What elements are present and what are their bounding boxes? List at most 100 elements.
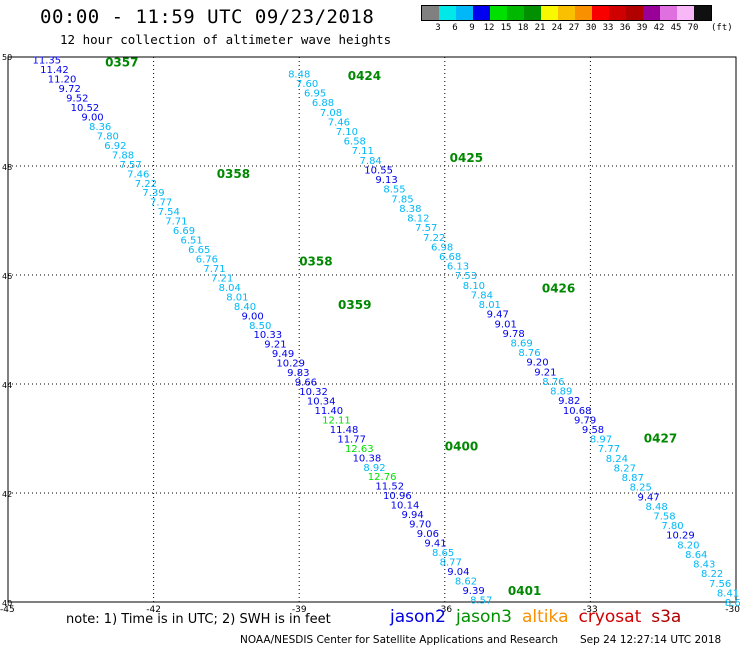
pass-time-label: 0400 bbox=[445, 440, 478, 454]
wave-height-value: 8.77 bbox=[440, 557, 462, 568]
wave-height-value: 8.27 bbox=[614, 463, 636, 474]
legend-swatch-8 bbox=[558, 6, 575, 20]
wave-height-value: 7.58 bbox=[653, 511, 675, 522]
wave-height-value: 7.57 bbox=[415, 223, 437, 234]
satellite-legend: jason2 jason3 altika cryosat s3a bbox=[390, 607, 691, 627]
legend-unit: (ft) bbox=[711, 23, 733, 33]
wave-height-value: 9.39 bbox=[462, 586, 484, 597]
wave-height-value: 7.88 bbox=[112, 150, 134, 161]
wave-height-value: 7.11 bbox=[352, 146, 374, 157]
wave-height-value: 11.48 bbox=[330, 425, 359, 436]
lon-tick-label: -39 bbox=[292, 605, 307, 615]
wave-height-value: 6.58 bbox=[344, 137, 366, 148]
wave-height-value: 8.48 bbox=[288, 69, 310, 80]
credit-line: NOAA/NESDIS Center for Satellite Applica… bbox=[240, 634, 558, 646]
wave-height-value: 10.68 bbox=[563, 406, 592, 417]
satellite-s3a: s3a bbox=[651, 607, 682, 627]
legend-swatch-15 bbox=[677, 6, 694, 20]
satellite-jason3: jason3 bbox=[456, 607, 512, 627]
wave-height-value: 7.57 bbox=[120, 160, 142, 171]
wave-height-value: 7.84 bbox=[471, 290, 493, 301]
wave-height-value: 8.01 bbox=[479, 300, 501, 311]
legend-swatch-14 bbox=[660, 6, 677, 20]
wave-height-value: 8.38 bbox=[399, 204, 421, 215]
legend-swatches bbox=[421, 5, 712, 21]
legend-tick: 24 bbox=[551, 23, 563, 33]
wave-height-value: 10.38 bbox=[353, 453, 382, 464]
legend-swatch-7 bbox=[541, 6, 558, 20]
wave-height-value: 11.42 bbox=[40, 65, 69, 76]
wave-height-value: 11.52 bbox=[375, 482, 404, 493]
wave-height-value: 9.58 bbox=[582, 425, 604, 436]
pass-time-label: 0358 bbox=[299, 254, 332, 268]
pass-time-label: 0359 bbox=[338, 298, 371, 312]
wave-height-value: 6.69 bbox=[173, 226, 195, 237]
lat-tick-label: 40 bbox=[2, 599, 12, 608]
legend-tick: 30 bbox=[585, 23, 597, 33]
wave-height-value: 12.11 bbox=[322, 415, 351, 426]
wave-height-value: 9.83 bbox=[287, 368, 309, 379]
wave-height-value: 8.97 bbox=[590, 435, 612, 446]
wave-height-value: 8.50 bbox=[249, 321, 271, 332]
legend-tick: 42 bbox=[653, 23, 665, 33]
wave-height-value: 12.63 bbox=[345, 444, 374, 455]
wave-height-value: 11.20 bbox=[48, 75, 77, 86]
wave-height-value: 6.65 bbox=[188, 245, 210, 256]
wave-height-value: 9.79 bbox=[574, 415, 596, 426]
legend-tick: 15 bbox=[500, 23, 512, 33]
wave-height-value: 6.92 bbox=[104, 141, 126, 152]
wave-height-value: 12.76 bbox=[368, 472, 397, 483]
wave-height-value: 8.55 bbox=[383, 185, 405, 196]
wave-height-value: 8.64 bbox=[685, 550, 707, 561]
wave-height-value: 9.00 bbox=[81, 113, 103, 124]
wave-height-value: 9.01 bbox=[495, 319, 517, 330]
wave-height-value: 10.14 bbox=[391, 501, 420, 512]
wave-height-value: 7.71 bbox=[165, 217, 187, 228]
footer-note: note: 1) Time is in UTC; 2) SWH is in fe… bbox=[66, 612, 331, 627]
satellite-altika: altika bbox=[522, 607, 569, 627]
wave-height-value: 7.56 bbox=[709, 579, 731, 590]
legend-tick: 18 bbox=[517, 23, 529, 33]
legend-swatch-5 bbox=[507, 6, 524, 20]
lon-tick-label: -30 bbox=[725, 605, 740, 615]
wave-height-value: 8.87 bbox=[622, 473, 644, 484]
wave-height-value: 6.68 bbox=[439, 252, 461, 263]
legend-tick: 27 bbox=[568, 23, 580, 33]
pass-time-label: 0427 bbox=[644, 432, 677, 446]
wave-height-value: 8.40 bbox=[234, 302, 256, 313]
legend-tick: 6 bbox=[452, 23, 458, 33]
pass-time-label: 0424 bbox=[348, 69, 381, 83]
wave-height-value: 9.94 bbox=[401, 510, 423, 521]
wave-height-value: 8.69 bbox=[510, 338, 532, 349]
wave-height-value: 11.35 bbox=[33, 56, 62, 67]
wave-height-value: 8.12 bbox=[407, 214, 429, 225]
wave-height-value: 8.66 bbox=[725, 598, 740, 609]
wave-height-value: 8.92 bbox=[363, 463, 385, 474]
wave-height-value: 8.76 bbox=[518, 348, 540, 359]
wave-height-value: 8.89 bbox=[550, 387, 572, 398]
map-frame bbox=[7, 56, 737, 603]
wave-height-value: 7.46 bbox=[127, 169, 149, 180]
wave-height-value: 7.85 bbox=[391, 194, 413, 205]
wave-height-value: 8.65 bbox=[432, 548, 454, 559]
wave-height-value: 7.08 bbox=[320, 108, 342, 119]
legend-tick: 21 bbox=[534, 23, 546, 33]
wave-height-value: 6.51 bbox=[180, 236, 202, 247]
wave-height-value: 10.96 bbox=[383, 491, 412, 502]
lon-tick-label: -42 bbox=[146, 605, 161, 615]
wave-height-value: 8.36 bbox=[89, 122, 111, 133]
legend-tick: 9 bbox=[469, 23, 475, 33]
wave-height-value: 6.88 bbox=[312, 98, 334, 109]
wave-height-value: 8.62 bbox=[455, 576, 477, 587]
wave-height-value: 7.60 bbox=[296, 79, 318, 90]
wave-height-value: 9.47 bbox=[638, 492, 660, 503]
wave-height-value: 9.66 bbox=[295, 378, 317, 389]
legend-swatch-10 bbox=[592, 6, 609, 20]
wave-height-value: 7.53 bbox=[455, 271, 477, 282]
wave-height-value: 8.25 bbox=[630, 483, 652, 494]
wave-height-value: 8.43 bbox=[693, 560, 715, 571]
legend-ticks: (ft) 3 6 9 12 15 18 21 24 27 30 33 36 39 42 45 70 bbox=[421, 21, 732, 35]
wave-height-value: 7.80 bbox=[97, 131, 119, 142]
wave-height-value: 6.76 bbox=[196, 255, 218, 266]
